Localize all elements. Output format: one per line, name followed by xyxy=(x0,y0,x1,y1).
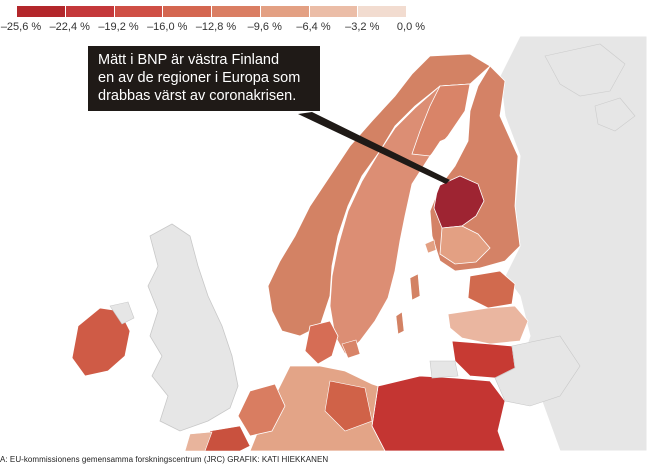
legend-tick-label: –6,4 % xyxy=(296,21,331,33)
callout-line-1: Mätt i BNP är västra Finland xyxy=(98,52,280,68)
callout-box: Mätt i BNP är västra Finland en av de re… xyxy=(88,46,320,111)
legend-tick-label: –19,2 % xyxy=(98,21,139,33)
legend-swatch xyxy=(358,6,407,17)
legend-swatch xyxy=(17,6,66,17)
region-kaliningrad xyxy=(429,360,459,379)
region-arctic-island xyxy=(544,43,626,97)
region-estonia xyxy=(467,270,516,309)
region-latvia xyxy=(447,305,529,345)
legend-tick-label: –9,6 % xyxy=(247,21,282,33)
legend-swatch xyxy=(260,6,310,17)
legend-tick-label: –25,6 % xyxy=(0,21,42,33)
region-ireland xyxy=(71,307,131,377)
legend-tick-label: –22,4 % xyxy=(49,21,90,33)
legend-swatch xyxy=(114,6,164,17)
callout-line-2: en av de regioner i Europa som xyxy=(98,70,301,86)
legend-swatch xyxy=(309,6,359,17)
region-denmark xyxy=(304,320,339,365)
legend-tick-label: 0,0 % xyxy=(396,21,426,33)
region-south-finland xyxy=(439,225,491,265)
region-germany-east xyxy=(324,380,373,432)
region-poland xyxy=(371,375,506,451)
region-arctic-island-2 xyxy=(594,97,636,132)
region-west-finland xyxy=(433,175,485,229)
callout-line-3: drabbas värst av coronakrisen. xyxy=(98,88,297,104)
region-denmark-island xyxy=(341,339,361,359)
source-credit: A: EU-kommissionens gemensamma forskning… xyxy=(0,455,329,464)
legend-swatch xyxy=(65,6,115,17)
region-northern-ireland xyxy=(109,301,135,325)
region-france-north xyxy=(184,431,213,451)
legend-tick-label: –3,2 % xyxy=(345,21,380,33)
legend-color-scale xyxy=(17,6,407,17)
region-belarus xyxy=(494,335,581,407)
legend-swatch xyxy=(212,6,261,17)
legend-tick-label: –12,8 % xyxy=(195,21,237,33)
region-great-britain xyxy=(147,223,239,432)
region-netherlands xyxy=(237,383,286,437)
legend-tick-label: –16,0 % xyxy=(147,21,188,33)
legend: –25,6 % –22,4 % –19,2 % –16,0 % –12,8 % –9,6 … xyxy=(0,4,442,34)
region-aland xyxy=(424,239,437,254)
legend-swatch xyxy=(163,6,212,17)
region-oland xyxy=(395,311,405,335)
region-gotland xyxy=(409,273,421,301)
